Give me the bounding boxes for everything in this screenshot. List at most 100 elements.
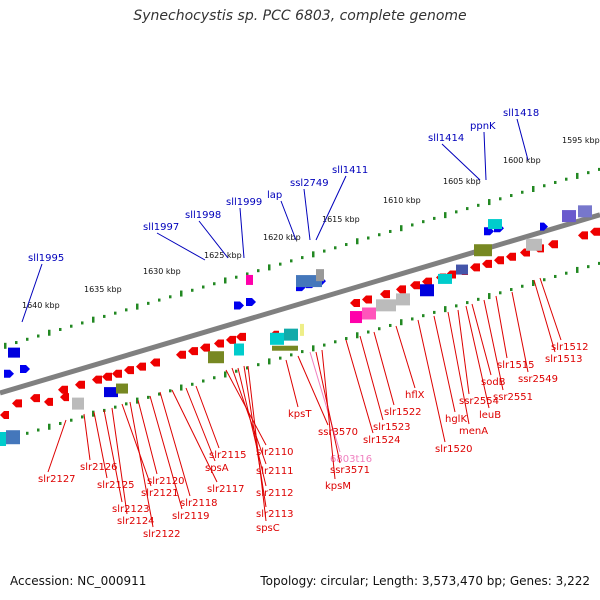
forward-gene-label: sll1998 bbox=[185, 210, 221, 221]
upper-scale-tick bbox=[587, 171, 590, 175]
lower-scale-tick bbox=[235, 369, 238, 373]
forward-gene-label: sll1411 bbox=[332, 165, 368, 176]
upper-scale-tick bbox=[279, 262, 282, 266]
lower-scale-tick bbox=[48, 423, 51, 430]
upper-scale-tick bbox=[400, 225, 403, 232]
lower-scale-tick bbox=[92, 410, 95, 417]
reverse-gene-arrow bbox=[112, 369, 122, 378]
forward-gene-arrow bbox=[234, 301, 244, 310]
lower-scale-tick bbox=[488, 293, 491, 300]
label-leader-line bbox=[471, 303, 492, 376]
upper-scale-tick bbox=[180, 290, 183, 297]
reverse-gene-label: slr2113 bbox=[256, 509, 294, 520]
label-leader-line bbox=[237, 367, 267, 487]
label-leader-line bbox=[83, 413, 91, 461]
upper-scale-tick bbox=[213, 282, 216, 286]
upper-scale-tick bbox=[444, 212, 447, 219]
gene-block bbox=[116, 383, 128, 394]
reverse-gene-arrow bbox=[506, 252, 516, 261]
reverse-gene-label: ssr2551 bbox=[493, 392, 533, 403]
forward-gene-arrow bbox=[540, 222, 548, 231]
gene-block bbox=[488, 219, 502, 230]
lower-scale-tick bbox=[114, 405, 117, 409]
reverse-gene-label: spsA bbox=[205, 463, 229, 474]
lower-scale-tick bbox=[202, 379, 205, 383]
upper-scale-tick bbox=[169, 295, 172, 299]
lower-scale-tick bbox=[334, 340, 337, 344]
reverse-gene-label: sodB bbox=[481, 377, 506, 388]
upper-scale-tick bbox=[202, 285, 205, 289]
upper-scale-tick bbox=[312, 251, 315, 258]
gene-block bbox=[104, 387, 118, 398]
lower-scale-tick bbox=[345, 337, 348, 341]
gene-block bbox=[270, 332, 284, 345]
reverse-gene-arrow bbox=[214, 339, 224, 348]
reverse-gene-arrow bbox=[548, 240, 558, 249]
upper-scale-tick bbox=[268, 264, 271, 271]
lower-scale-tick bbox=[598, 261, 600, 265]
upper-scale-tick bbox=[59, 327, 62, 331]
reverse-gene-label: slr2115 bbox=[209, 450, 247, 461]
label-leader-line bbox=[185, 387, 216, 462]
scale-labels: 1640 kbp 1635 kbp 1630 kbp 1625 kbp 1620 kbp… bbox=[22, 136, 600, 310]
upper-scale-tick bbox=[114, 311, 117, 315]
label-leader-line bbox=[47, 419, 67, 473]
upper-scale-tick bbox=[521, 190, 524, 194]
upper-scale-tick bbox=[136, 303, 139, 310]
reverse-gene-label: slr1522 bbox=[384, 407, 422, 418]
upper-scale-tick bbox=[356, 238, 359, 245]
reverse-gene-label: slr1520 bbox=[435, 444, 473, 455]
gene-block bbox=[272, 345, 298, 351]
reverse-gene-arrow bbox=[102, 372, 112, 381]
reverse-gene-arrow bbox=[0, 411, 9, 419]
upper-scale-tick bbox=[301, 256, 304, 260]
forward-gene-arrow bbox=[484, 227, 494, 236]
label-leader-line bbox=[483, 299, 504, 391]
label-leader-line bbox=[345, 339, 374, 434]
label-leader-line bbox=[516, 118, 529, 161]
label-leader-line bbox=[129, 401, 154, 528]
lower-scale-tick bbox=[37, 428, 40, 432]
lower-scale-tick bbox=[411, 317, 414, 321]
label-leader-line bbox=[297, 355, 329, 426]
label-leader-line bbox=[315, 175, 347, 241]
gene-block bbox=[526, 238, 542, 251]
lower-scale-tick bbox=[367, 330, 370, 334]
label-leader-line bbox=[159, 391, 191, 497]
label-leader-line bbox=[195, 385, 220, 449]
lower-scale-tick bbox=[444, 306, 447, 313]
upper-scale-tick bbox=[411, 223, 414, 227]
lower-scale-tick bbox=[532, 279, 535, 286]
lower-scale-tick bbox=[554, 274, 557, 278]
scale-label: 1635 kbp bbox=[84, 285, 122, 294]
reverse-gene-label: ssr3570 bbox=[318, 427, 358, 438]
lower-scale-tick bbox=[180, 384, 183, 391]
upper-scale-tick bbox=[81, 321, 84, 325]
reverse-gene-label: hflX bbox=[405, 390, 425, 401]
lower-scale-tick bbox=[422, 314, 425, 318]
gene-block bbox=[72, 397, 84, 410]
lower-scale-tick bbox=[499, 291, 502, 295]
forward-gene-arrow bbox=[4, 369, 14, 378]
gene-block bbox=[376, 299, 396, 312]
reverse-gene-arrow bbox=[75, 380, 85, 389]
reverse-gene-label: slr2112 bbox=[256, 488, 294, 499]
reverse-gene-arrow bbox=[150, 358, 160, 367]
lower-scale-tick bbox=[521, 284, 524, 288]
gene-block bbox=[234, 343, 244, 356]
gene-block bbox=[438, 273, 452, 284]
lower-scale-tick bbox=[224, 371, 227, 378]
reverse-gene-label: slr2122 bbox=[143, 529, 181, 540]
forward-gene-label: sll1999 bbox=[226, 197, 262, 208]
upper-scale-tick bbox=[48, 329, 51, 336]
label-leader-line bbox=[539, 277, 562, 341]
upper-scale-tick bbox=[378, 233, 381, 237]
backbone-line bbox=[0, 212, 600, 396]
label-leader-line bbox=[373, 331, 395, 406]
reverse-gene-arrow bbox=[136, 362, 146, 371]
lower-scale-tick bbox=[268, 358, 271, 365]
gene-block bbox=[284, 328, 298, 341]
label-leader-line bbox=[511, 291, 529, 373]
reverse-gene-label: ssr2549 bbox=[518, 374, 558, 385]
scale-label: 1620 kbp bbox=[263, 233, 301, 242]
